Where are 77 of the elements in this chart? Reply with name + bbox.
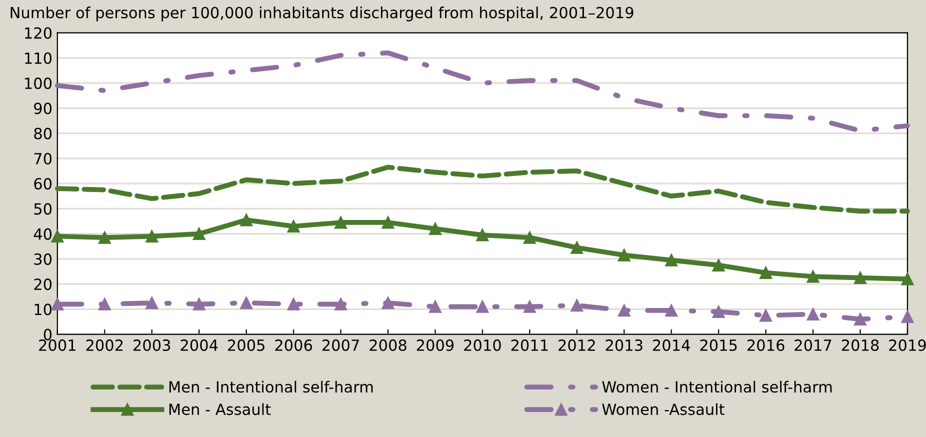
legend-label: Women - Intentional self-harm xyxy=(602,380,832,393)
chart-title: Number of persons per 100,000 inhabitants discharged from hospital, 2001–2019 xyxy=(10,6,634,22)
point xyxy=(806,270,820,283)
point xyxy=(618,248,630,262)
point xyxy=(476,228,489,242)
point xyxy=(287,298,300,310)
y-tick-label: 40 xyxy=(34,228,52,240)
x-tick-label: 2006 xyxy=(275,339,312,351)
point xyxy=(428,222,442,236)
point xyxy=(570,241,584,254)
point xyxy=(712,305,725,318)
point xyxy=(760,309,772,322)
point xyxy=(618,304,630,317)
y-tick-label: 90 xyxy=(34,102,52,114)
point xyxy=(854,312,867,326)
legend-label: Men - Intentional self-harm xyxy=(169,380,373,393)
x-tick-label: 2016 xyxy=(747,339,784,351)
x-tick-label: 2002 xyxy=(86,339,123,351)
point xyxy=(240,214,253,226)
y-tick-label: 30 xyxy=(34,253,52,265)
point xyxy=(146,230,158,243)
point xyxy=(901,272,914,286)
x-tick-label: 2019 xyxy=(889,339,926,351)
legend-label: Women -Assault xyxy=(602,403,724,416)
y-tick-label: 70 xyxy=(34,152,52,164)
line-series xyxy=(54,164,910,214)
point xyxy=(523,231,536,244)
x-tick-label: 2001 xyxy=(39,339,76,351)
point xyxy=(382,216,394,229)
point xyxy=(665,254,678,266)
point xyxy=(901,310,914,323)
point xyxy=(523,300,536,313)
point xyxy=(192,298,206,310)
point xyxy=(334,298,348,310)
point xyxy=(382,296,394,310)
x-tick-label: 2015 xyxy=(700,339,737,351)
y-tick-label: 10 xyxy=(34,304,52,316)
x-tick-label: 2007 xyxy=(322,339,359,351)
x-tick-label: 2017 xyxy=(794,339,832,351)
point xyxy=(428,300,442,313)
point xyxy=(98,231,111,244)
x-tick-label: 2014 xyxy=(653,339,690,351)
y-tick-label: 50 xyxy=(34,203,52,215)
point xyxy=(665,304,678,317)
x-tick-label: 2012 xyxy=(558,339,595,351)
point xyxy=(854,272,867,284)
point xyxy=(240,296,253,310)
point xyxy=(287,220,300,233)
point xyxy=(51,230,64,243)
point xyxy=(712,258,725,272)
x-tick-label: 2003 xyxy=(134,339,170,351)
point xyxy=(334,216,348,229)
x-tick-label: 2009 xyxy=(416,339,454,351)
point xyxy=(570,299,584,312)
x-tick-label: 2004 xyxy=(180,339,218,351)
y-tick-label: 120 xyxy=(25,27,52,39)
x-tick-label: 2018 xyxy=(842,339,879,351)
point xyxy=(146,296,158,310)
x-tick-label: 2013 xyxy=(606,339,642,351)
point xyxy=(806,308,820,320)
x-tick-label: 2011 xyxy=(511,339,548,351)
y-tick-label: 80 xyxy=(34,128,52,140)
point xyxy=(51,298,64,310)
y-tick-label: 100 xyxy=(25,77,52,90)
y-tick-label: 110 xyxy=(25,52,52,64)
y-tick-label: 60 xyxy=(34,178,52,190)
y-tick-label: 0 xyxy=(44,328,52,340)
y-tick-label: 20 xyxy=(34,278,52,290)
point xyxy=(98,298,111,310)
point xyxy=(192,228,206,240)
line-series xyxy=(54,50,910,134)
point xyxy=(476,300,489,313)
x-tick-label: 2010 xyxy=(464,339,501,351)
point xyxy=(760,266,772,279)
x-tick-label: 2008 xyxy=(370,339,406,351)
x-tick-label: 2005 xyxy=(228,339,264,351)
legend-label: Men - Assault xyxy=(169,403,271,416)
